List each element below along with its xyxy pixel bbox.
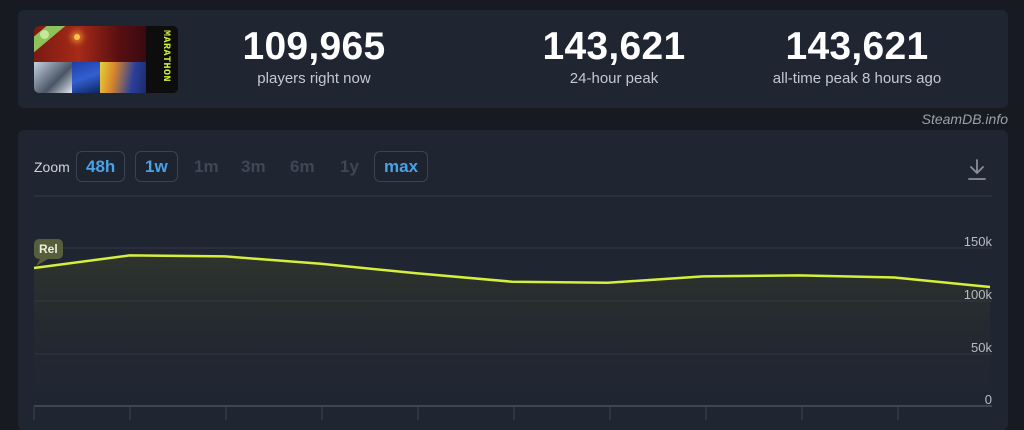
zoom-1w-button[interactable]: 1w [135, 151, 178, 182]
zoom-3m-button[interactable]: 3m [231, 151, 276, 182]
annotation-pointer [36, 259, 48, 266]
zoom-6m-button[interactable]: 6m [280, 151, 325, 182]
zoom-1y-button[interactable]: 1y [330, 151, 369, 182]
release-annotation-badge[interactable]: Rel [34, 239, 63, 259]
player-chart-card: Zoom 48h 1w 1m 3m 6m 1y max Rel 150k 100… [18, 130, 1008, 430]
steam-badge-icon [40, 30, 49, 39]
capsule-art-burst [100, 62, 146, 93]
zoom-label: Zoom [34, 159, 70, 175]
y-tick-label: 0 [984, 392, 992, 407]
stat-24h-peak: 143,621 24-hour peak [494, 25, 734, 88]
game-title-text: MARATHON [160, 30, 171, 83]
stat-label: players right now [257, 70, 371, 87]
capsule-art-face [34, 62, 72, 93]
stat-label[interactable]: all-time peak 8 hours ago [772, 70, 942, 87]
stat-value: 143,621 [542, 25, 686, 68]
steamdb-credit-link[interactable]: SteamDB.info [921, 111, 1008, 127]
stat-value: 143,621 [785, 25, 929, 68]
stat-all-time-peak: 143,621 all-time peak 8 hours ago [737, 25, 977, 88]
game-capsule-image[interactable]: MARATHON [34, 26, 178, 93]
y-tick-label: 50k [971, 340, 992, 355]
y-tick-label: 100k [963, 287, 992, 302]
zoom-max-button[interactable]: max [374, 151, 429, 182]
download-icon[interactable] [966, 158, 988, 182]
capsule-art-figure [72, 62, 100, 93]
y-tick-label: 150k [963, 234, 992, 249]
stat-current-players: 109,965 players right now [194, 25, 434, 88]
series-area [34, 255, 990, 406]
capsule-title-strip: MARATHON [146, 26, 178, 93]
lamp-glow [74, 34, 80, 40]
series-line [33, 254, 991, 289]
x-axis-ticks [33, 407, 899, 420]
player-count-chart[interactable] [18, 130, 1008, 430]
zoom-48h-button[interactable]: 48h [76, 151, 126, 182]
zoom-1m-button[interactable]: 1m [184, 151, 229, 182]
stat-value: 109,965 [242, 25, 386, 68]
player-stats-card: MARATHON 109,965 players right now 143,6… [18, 10, 1008, 108]
stat-label: 24-hour peak [569, 70, 659, 87]
